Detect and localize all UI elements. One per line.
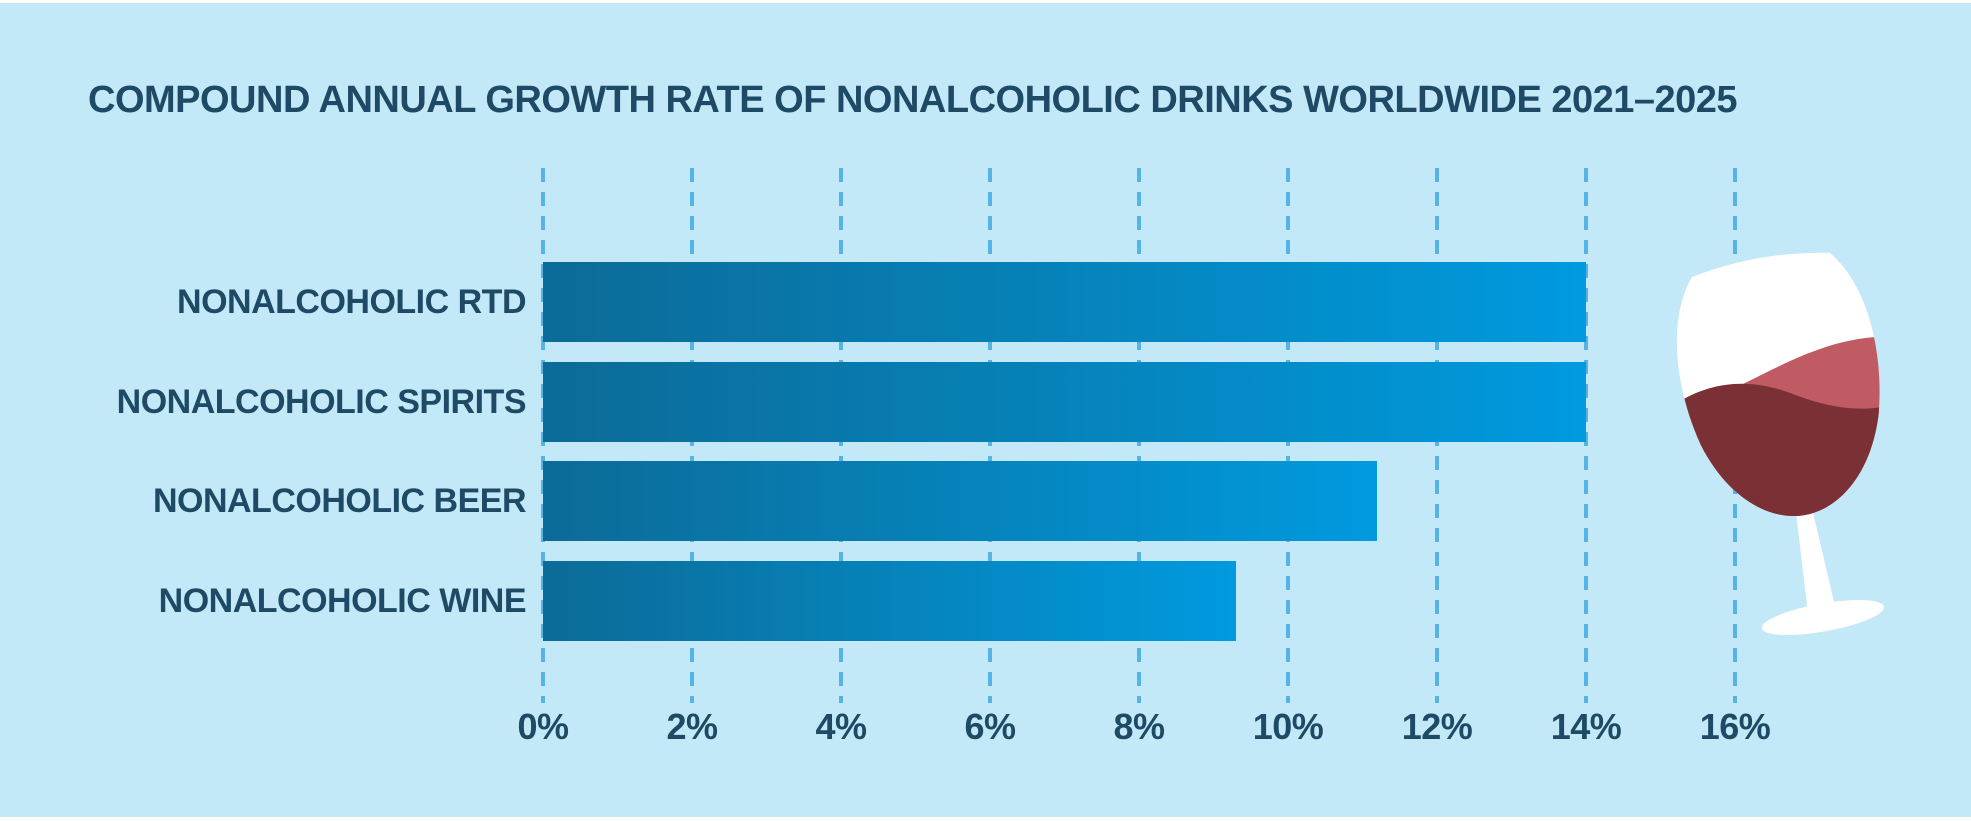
x-axis-tick-label: 0% — [517, 706, 569, 747]
wine-glass-foot — [1761, 600, 1885, 635]
wine-glass-illustration — [1675, 252, 1903, 635]
bar-nonalcoholic-beer — [543, 461, 1377, 541]
bar-nonalcoholic-wine — [543, 561, 1236, 641]
bar-nonalcoholic-rtd — [543, 262, 1586, 342]
x-axis-tick-label: 14% — [1550, 706, 1622, 747]
chart-title: COMPOUND ANNUAL GROWTH RATE OF NONALCOHO… — [88, 79, 1738, 121]
x-axis-tick-label: 2% — [666, 706, 718, 747]
x-axis-tick-label: 4% — [815, 706, 867, 747]
gridline-14pct — [1584, 168, 1588, 703]
x-axis-tick-label: 8% — [1113, 706, 1165, 747]
category-label: NONALCOHOLIC SPIRITS — [116, 383, 527, 421]
x-axis-tick-label: 16% — [1699, 706, 1771, 747]
x-axis-tick-label: 12% — [1401, 706, 1473, 747]
category-label: NONALCOHOLIC BEER — [152, 482, 527, 520]
category-label: NONALCOHOLIC RTD — [177, 283, 526, 321]
wine-glass-stem — [1795, 505, 1836, 613]
x-axis-tick-label: 6% — [964, 706, 1016, 747]
bar-nonalcoholic-spirits — [543, 362, 1586, 442]
x-axis-tick-label: 10% — [1252, 706, 1324, 747]
category-label: NONALCOHOLIC WINE — [158, 582, 527, 620]
